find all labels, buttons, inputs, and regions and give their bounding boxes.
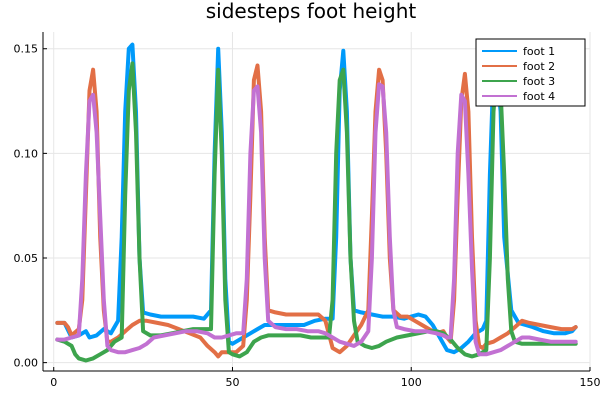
x-ticks: 0 50 100 150 [50,367,600,389]
x-tick-label: 100 [401,376,422,389]
chart-title: sidesteps foot height [206,0,417,23]
y-ticks: 0.00 0.05 0.10 0.15 [14,43,47,370]
x-tick-label: 150 [580,376,600,389]
legend-label: foot 2 [523,60,555,73]
y-tick-label: 0.10 [14,147,39,160]
legend-box [475,38,586,107]
legend-label: foot 1 [523,45,555,58]
y-tick-label: 0.00 [14,357,39,370]
y-tick-label: 0.05 [14,252,39,265]
x-tick-label: 0 [50,376,57,389]
series-lines [55,42,578,363]
legend-label: foot 3 [523,75,555,88]
grid [43,32,591,371]
x-tick-label: 50 [225,376,239,389]
series-line-foot-1 [55,42,578,355]
legend-label: foot 4 [523,90,555,103]
series-line-foot-3 [55,61,578,363]
legend: foot 1 foot 2 foot 3 foot 4 [475,38,586,107]
series-line-foot-4 [55,82,578,357]
axes [42,32,590,372]
y-tick-label: 0.15 [14,43,39,56]
